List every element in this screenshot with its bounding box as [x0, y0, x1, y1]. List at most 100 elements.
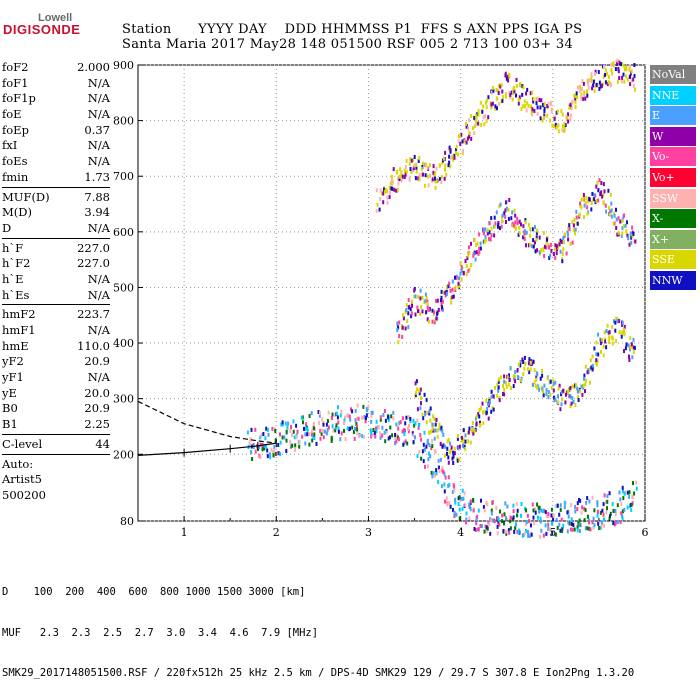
echo-point	[266, 448, 269, 453]
echo-point	[537, 515, 539, 520]
echo-point	[463, 491, 466, 496]
echo-point	[344, 437, 347, 441]
echo-point	[576, 501, 579, 506]
echo-point	[473, 131, 476, 135]
params-group-muf: MUF(D) 7.88 M(D) 3.94 D N/A	[2, 190, 110, 237]
echo-point	[620, 79, 623, 84]
echo-point	[609, 514, 611, 519]
echo-point	[407, 298, 410, 302]
footer: D 100 200 400 600 800 1000 1500 3000 [km…	[2, 559, 634, 694]
echo-point	[628, 354, 630, 359]
echo-point	[496, 106, 498, 111]
param-name: B1	[2, 417, 18, 432]
echo-point	[277, 451, 280, 456]
echo-point	[576, 525, 579, 530]
echo-point	[379, 417, 382, 422]
param-row: foF1p N/A	[2, 91, 110, 107]
echo-point	[519, 363, 522, 368]
echo-point	[512, 509, 515, 514]
echo-point	[453, 484, 456, 489]
echo-point	[457, 281, 460, 286]
echo-point	[490, 105, 493, 110]
echo-point	[601, 194, 604, 199]
echo-point	[568, 105, 571, 110]
echo-point	[279, 452, 282, 457]
echo-point	[398, 421, 401, 426]
echo-point	[452, 450, 455, 455]
param-name: hmE	[2, 338, 29, 353]
param-value: 7.88	[84, 189, 110, 204]
echo-point	[561, 128, 564, 133]
echo-point	[268, 452, 271, 457]
echo-point	[474, 427, 477, 432]
echo-point	[549, 118, 552, 123]
echo-point	[566, 529, 569, 534]
echo-point	[425, 310, 428, 315]
echo-point	[531, 90, 534, 95]
echo-point	[436, 434, 439, 439]
echo-point	[550, 521, 553, 526]
param-row: foF2 2.000	[2, 60, 110, 76]
echo-point	[374, 434, 377, 439]
echo-point	[490, 409, 493, 414]
echo-point	[586, 79, 589, 84]
echo-point	[535, 235, 538, 240]
echo-point	[547, 390, 550, 394]
echo-point	[511, 210, 514, 215]
echo-point	[602, 512, 605, 517]
echo-point	[572, 523, 575, 527]
echo-point	[401, 325, 404, 330]
echo-point	[261, 447, 264, 452]
echo-point	[320, 431, 323, 436]
echo-point	[536, 385, 539, 390]
echo-point	[629, 231, 632, 236]
echo-point	[411, 299, 414, 304]
echo-point	[550, 109, 553, 114]
echo-point	[503, 512, 506, 517]
echo-point	[603, 517, 605, 522]
echo-point	[267, 432, 270, 437]
echo-point	[619, 219, 622, 224]
echo-point	[403, 432, 406, 436]
echo-point	[447, 460, 450, 465]
echo-point	[361, 434, 364, 439]
echo-point	[281, 420, 284, 425]
echo-point	[461, 488, 464, 493]
y-tick-label: 300	[113, 393, 134, 406]
echo-point	[325, 431, 328, 436]
echo-point	[305, 422, 308, 427]
echo-point	[527, 533, 530, 538]
echo-point	[287, 421, 290, 426]
echo-point	[418, 391, 421, 396]
echo-point	[544, 510, 547, 515]
echo-point	[434, 428, 437, 433]
echo-point	[553, 395, 556, 400]
echo-point	[274, 451, 277, 456]
param-row: MUF(D) 7.88	[2, 190, 110, 206]
echo-point	[552, 378, 555, 383]
echo-point	[397, 325, 400, 330]
echo-point	[490, 508, 493, 513]
echo-point	[488, 230, 491, 235]
echo-point	[325, 422, 328, 427]
echo-point	[512, 503, 515, 508]
echo-point	[332, 428, 335, 433]
echo-point	[370, 413, 373, 418]
echo-point	[386, 195, 389, 200]
echo-point	[444, 444, 447, 449]
echo-point	[518, 230, 521, 235]
echo-point	[421, 412, 424, 417]
echo-point	[397, 340, 400, 345]
echo-point	[452, 508, 454, 512]
echo-point	[611, 502, 614, 507]
echo-point	[631, 355, 634, 360]
echo-point	[398, 174, 401, 179]
echo-point	[475, 416, 477, 421]
param-row: h`F 227.0	[2, 241, 110, 257]
echo-point	[433, 417, 436, 421]
echo-point	[555, 244, 558, 249]
echo-point	[400, 174, 403, 179]
echo-point	[335, 411, 338, 416]
echo-point	[527, 530, 529, 535]
echo-point	[467, 253, 470, 258]
